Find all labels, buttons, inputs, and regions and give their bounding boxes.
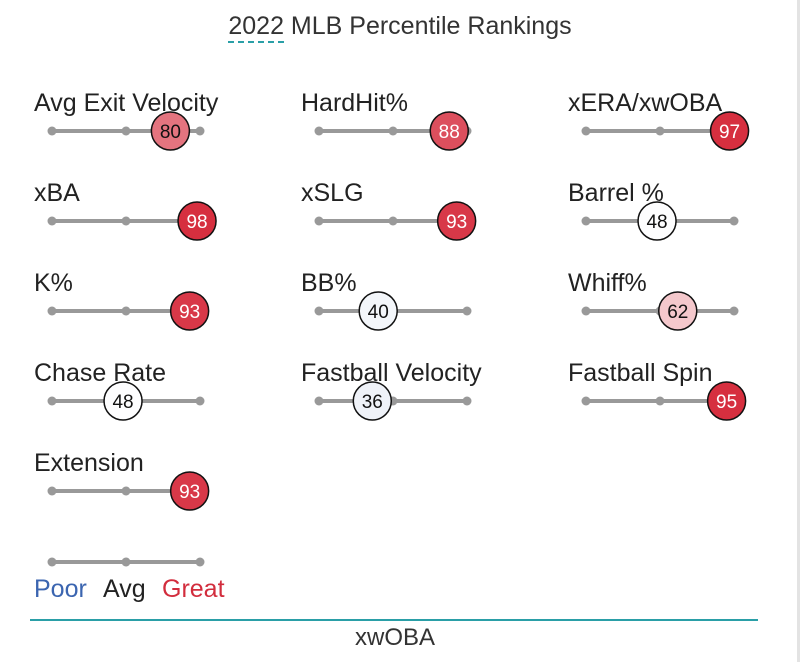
metric-chase-rate-tick-100 — [195, 396, 205, 406]
metric-chase-rate-tick-0 — [47, 396, 57, 406]
metric-bb-value: 40 — [368, 302, 389, 323]
metric-xera-xwoba-tick-50 — [655, 126, 665, 136]
metric-barrel-tick-0 — [581, 216, 591, 226]
metric-xera-xwoba-label: xERA/xwOBA — [568, 89, 723, 117]
metric-xera-xwoba-bubble — [709, 111, 750, 151]
metric-k-label: K% — [34, 269, 73, 297]
metric-chase-rate-label: Chase Rate — [34, 359, 166, 387]
metric-fastball-spin-value: 95 — [716, 392, 737, 413]
bottom-rule — [30, 619, 758, 621]
metric-barrel-value: 48 — [646, 212, 667, 233]
metric-bb-tick-100 — [462, 306, 472, 316]
metric-fastball-spin-bubble — [706, 381, 747, 421]
metric-hardhit-tick-0 — [314, 126, 324, 136]
metric-xslg-tick-0 — [314, 216, 324, 226]
metric-barrel-bubble — [637, 201, 677, 241]
metric-avg-exit-velocity-tick-0 — [47, 126, 57, 136]
metric-xba-tick-0 — [47, 216, 57, 226]
metric-fastball-spin-tick-0 — [581, 396, 591, 406]
metric-whiff-bubble — [658, 291, 698, 331]
metric-fastball-velocity-value: 36 — [362, 392, 383, 413]
metric-k-tick-50 — [121, 306, 131, 316]
metric-avg-exit-velocity-bubble — [150, 111, 191, 151]
metric-k-tick-0 — [47, 306, 57, 316]
metric-fastball-velocity-label: Fastball Velocity — [301, 359, 482, 387]
metric-avg-exit-velocity-value: 80 — [160, 122, 181, 143]
metric-extension-label: Extension — [34, 449, 144, 477]
chart-title: 2022 MLB Percentile Rankings — [0, 12, 800, 43]
metric-k-value: 93 — [179, 302, 200, 323]
metric-chase-rate-value: 48 — [112, 392, 133, 413]
metric-barrel-tick-100 — [729, 216, 739, 226]
title-year-dropdown[interactable]: 2022 — [228, 12, 284, 43]
metric-whiff-tick-0 — [581, 306, 591, 316]
metric-extension-bubble — [169, 471, 210, 511]
right-border — [797, 0, 800, 662]
metric-extension-value: 93 — [179, 482, 200, 503]
legend-tick-50 — [121, 557, 131, 567]
metric-k-bubble — [169, 291, 210, 331]
metric-fastball-spin-label: Fastball Spin — [568, 359, 713, 387]
metric-extension-tick-50 — [121, 486, 131, 496]
metric-hardhit-value: 88 — [439, 122, 460, 143]
metric-bb-label: BB% — [301, 269, 357, 297]
legend-great-label: Great — [162, 575, 225, 603]
metric-hardhit-bubble — [429, 111, 469, 151]
metric-xba-value: 98 — [186, 212, 207, 233]
metric-xslg-bubble — [436, 201, 477, 241]
metric-xba-bubble — [177, 201, 217, 241]
metric-barrel-label: Barrel % — [568, 179, 664, 207]
metric-hardhit-label: HardHit% — [301, 89, 408, 117]
metric-xslg-value: 93 — [446, 212, 467, 233]
metric-xslg-label: xSLG — [301, 179, 364, 207]
metric-avg-exit-velocity-tick-100 — [195, 126, 205, 136]
legend-avg-label: Avg — [103, 575, 146, 603]
metric-fastball-spin-tick-50 — [655, 396, 665, 406]
metric-extension-tick-0 — [47, 486, 57, 496]
metric-xslg-tick-50 — [388, 216, 398, 226]
metric-fastball-velocity-tick-100 — [462, 396, 472, 406]
metric-xera-xwoba-value: 97 — [719, 122, 740, 143]
metric-bb-bubble — [358, 291, 398, 331]
metric-whiff-label: Whiff% — [568, 269, 647, 297]
metric-whiff-tick-100 — [729, 306, 739, 316]
legend-poor-label: Poor — [34, 575, 87, 603]
legend-tick-0 — [47, 557, 57, 567]
metric-xba-label: xBA — [34, 179, 80, 207]
metric-avg-exit-velocity-tick-50 — [121, 126, 131, 136]
metric-whiff-value: 62 — [667, 302, 688, 323]
bottom-tab-xwoba[interactable]: xwOBA — [354, 624, 435, 651]
metric-fastball-velocity-bubble — [352, 381, 393, 421]
title-text: MLB Percentile Rankings — [283, 12, 572, 40]
metric-xera-xwoba-tick-0 — [581, 126, 591, 136]
metric-hardhit-tick-50 — [388, 126, 398, 136]
metric-xba-tick-50 — [121, 216, 131, 226]
metric-fastball-velocity-tick-0 — [314, 396, 324, 406]
metric-bb-tick-0 — [314, 306, 324, 316]
legend-tick-100 — [195, 557, 205, 567]
metric-avg-exit-velocity-label: Avg Exit Velocity — [34, 89, 219, 117]
metric-chase-rate-bubble — [103, 381, 143, 421]
